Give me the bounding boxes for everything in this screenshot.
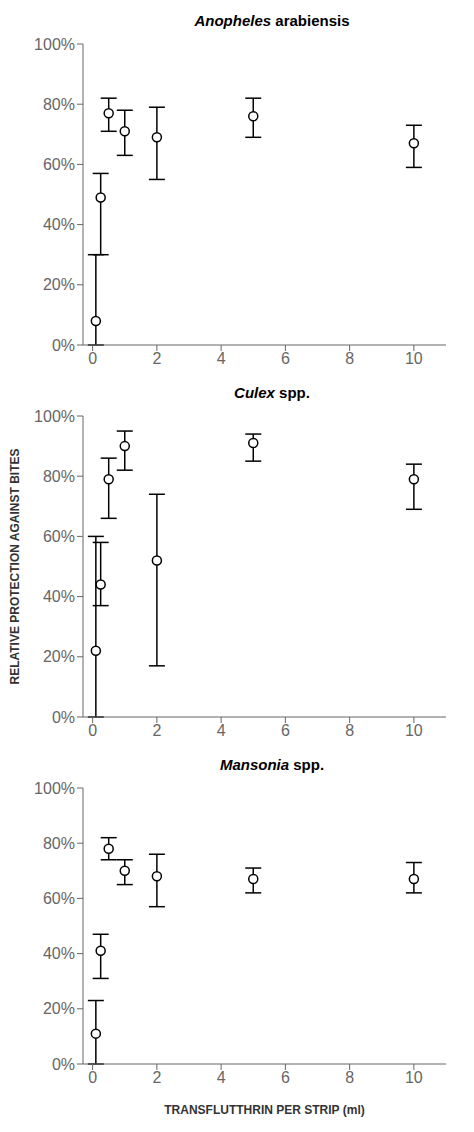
svg-text:4: 4: [217, 722, 226, 739]
svg-text:RELATIVE PROTECTION AGAINST BI: RELATIVE PROTECTION AGAINST BITES: [8, 448, 22, 684]
svg-text:2: 2: [152, 350, 161, 367]
svg-text:20%: 20%: [43, 648, 75, 665]
svg-text:10: 10: [405, 722, 423, 739]
svg-text:6: 6: [281, 1069, 290, 1086]
svg-text:0: 0: [88, 350, 97, 367]
svg-text:8: 8: [345, 722, 354, 739]
svg-text:40%: 40%: [43, 588, 75, 605]
svg-text:4: 4: [217, 1069, 226, 1086]
svg-text:0%: 0%: [52, 337, 75, 354]
html-text:Anopheles arabiensis: Anopheles arabiensis: [194, 12, 350, 29]
svg-text:60%: 60%: [43, 890, 75, 907]
svg-text:8: 8: [345, 1069, 354, 1086]
svg-text:6: 6: [281, 350, 290, 367]
svg-text:60%: 60%: [43, 156, 75, 173]
svg-text:10: 10: [405, 350, 423, 367]
svg-text:80%: 80%: [43, 96, 75, 113]
svg-text:20%: 20%: [43, 276, 75, 293]
svg-text:40%: 40%: [43, 945, 75, 962]
html-text:Mansonia spp.: Mansonia spp.: [219, 756, 325, 773]
svg-text:40%: 40%: [43, 216, 75, 233]
svg-text:0%: 0%: [52, 1056, 75, 1073]
svg-text:4: 4: [217, 350, 226, 367]
svg-text:60%: 60%: [43, 528, 75, 545]
svg-text:10: 10: [405, 1069, 423, 1086]
svg-text:0%: 0%: [52, 709, 75, 726]
svg-text:TRANSFLUTTHRIN PER STRIP (ml): TRANSFLUTTHRIN PER STRIP (ml): [164, 1103, 364, 1117]
svg-text:2: 2: [152, 722, 161, 739]
svg-text:2: 2: [152, 1069, 161, 1086]
svg-text:80%: 80%: [43, 468, 75, 485]
html-text:Culex spp.: Culex spp.: [234, 384, 310, 401]
svg-text:20%: 20%: [43, 1000, 75, 1017]
svg-text:100%: 100%: [34, 36, 75, 53]
svg-text:8: 8: [345, 350, 354, 367]
svg-text:80%: 80%: [43, 835, 75, 852]
svg-text:0: 0: [88, 722, 97, 739]
svg-text:100%: 100%: [34, 780, 75, 797]
svg-text:100%: 100%: [34, 408, 75, 425]
svg-text:0: 0: [88, 1069, 97, 1086]
svg-text:6: 6: [281, 722, 290, 739]
